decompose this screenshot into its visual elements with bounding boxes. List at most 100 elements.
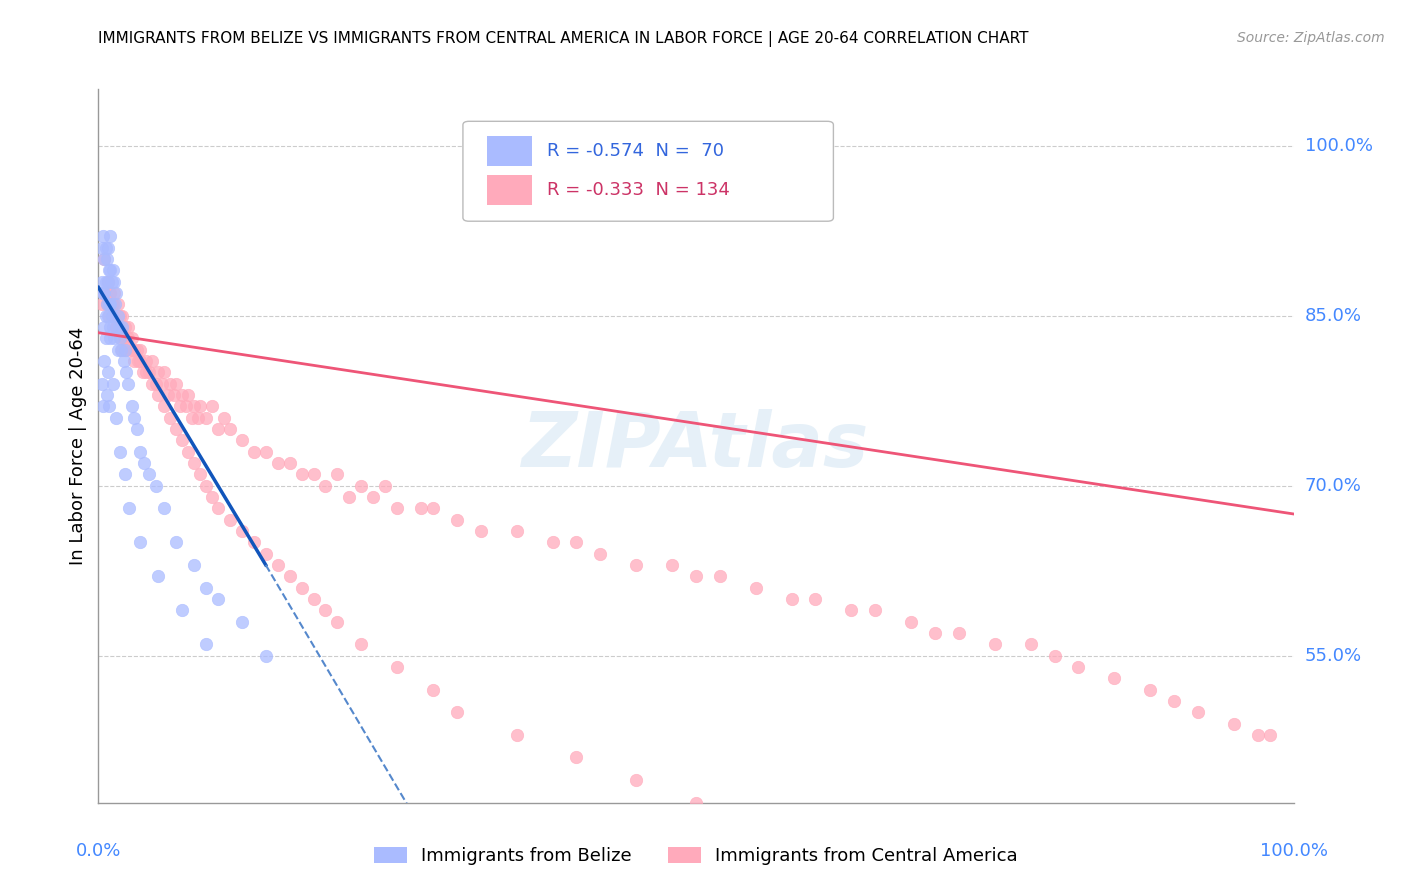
Point bbox=[165, 535, 187, 549]
Point bbox=[96, 297, 118, 311]
Y-axis label: In Labor Force | Age 20-64: In Labor Force | Age 20-64 bbox=[69, 326, 87, 566]
Point bbox=[125, 343, 148, 357]
Point bbox=[219, 513, 242, 527]
Point bbox=[470, 524, 492, 538]
Point bbox=[267, 456, 290, 470]
Point bbox=[108, 309, 131, 323]
FancyBboxPatch shape bbox=[486, 175, 533, 205]
Point bbox=[243, 535, 266, 549]
Point bbox=[97, 275, 120, 289]
Point bbox=[163, 388, 186, 402]
Point bbox=[1067, 660, 1090, 674]
Point bbox=[948, 626, 970, 640]
Point bbox=[93, 354, 115, 368]
Point bbox=[302, 467, 325, 482]
Point bbox=[107, 320, 129, 334]
Point bbox=[231, 615, 253, 629]
Point bbox=[124, 343, 146, 357]
Point bbox=[350, 637, 373, 651]
Point bbox=[107, 343, 129, 357]
Point bbox=[91, 229, 114, 244]
Point bbox=[98, 400, 121, 414]
Point bbox=[374, 478, 396, 492]
Point bbox=[207, 422, 229, 436]
Point bbox=[924, 626, 946, 640]
Point bbox=[103, 286, 125, 301]
Point bbox=[97, 309, 120, 323]
Point bbox=[107, 320, 129, 334]
Point bbox=[290, 581, 312, 595]
Point bbox=[363, 490, 385, 504]
Point bbox=[337, 490, 360, 504]
Point bbox=[117, 320, 139, 334]
Point bbox=[112, 331, 135, 345]
Point bbox=[101, 376, 124, 391]
Text: 100.0%: 100.0% bbox=[1260, 842, 1327, 860]
Point bbox=[267, 558, 290, 572]
Point bbox=[180, 410, 202, 425]
Point bbox=[661, 558, 683, 572]
Point bbox=[91, 400, 114, 414]
Point bbox=[101, 263, 124, 277]
Point bbox=[326, 467, 349, 482]
Point bbox=[111, 343, 134, 357]
Point bbox=[983, 637, 1005, 651]
Point bbox=[97, 275, 120, 289]
Point bbox=[135, 354, 157, 368]
Text: 85.0%: 85.0% bbox=[1305, 307, 1361, 325]
Point bbox=[105, 320, 128, 334]
Point bbox=[114, 467, 136, 482]
Point bbox=[93, 320, 115, 334]
Point bbox=[91, 275, 114, 289]
Point bbox=[117, 331, 139, 345]
Point bbox=[135, 365, 157, 379]
Point bbox=[98, 263, 122, 277]
Text: 100.0%: 100.0% bbox=[1305, 136, 1372, 155]
Point bbox=[385, 660, 409, 674]
Point bbox=[138, 365, 160, 379]
Point bbox=[201, 490, 224, 504]
Point bbox=[565, 535, 588, 549]
Point bbox=[93, 286, 115, 301]
Point bbox=[101, 297, 124, 311]
Point bbox=[129, 535, 152, 549]
Point bbox=[141, 354, 163, 368]
Point bbox=[159, 410, 181, 425]
Point bbox=[194, 478, 217, 492]
Point bbox=[1139, 682, 1161, 697]
Point bbox=[187, 410, 209, 425]
Point bbox=[141, 376, 163, 391]
Point bbox=[108, 444, 131, 458]
Point bbox=[138, 467, 160, 482]
Point bbox=[129, 444, 152, 458]
Point bbox=[104, 297, 127, 311]
Point bbox=[96, 297, 118, 311]
Point bbox=[124, 354, 146, 368]
Point bbox=[219, 422, 242, 436]
Point bbox=[105, 320, 128, 334]
Point bbox=[624, 773, 647, 788]
Point bbox=[96, 252, 118, 266]
Point bbox=[446, 705, 468, 719]
Point bbox=[326, 615, 349, 629]
Point bbox=[96, 388, 118, 402]
Point bbox=[624, 558, 647, 572]
Point bbox=[169, 400, 191, 414]
Text: IMMIGRANTS FROM BELIZE VS IMMIGRANTS FROM CENTRAL AMERICA IN LABOR FORCE | AGE 2: IMMIGRANTS FROM BELIZE VS IMMIGRANTS FRO… bbox=[98, 31, 1029, 47]
Point bbox=[172, 603, 194, 617]
Point bbox=[315, 478, 337, 492]
Point bbox=[589, 547, 612, 561]
Point bbox=[107, 297, 129, 311]
Legend: Immigrants from Belize, Immigrants from Central America: Immigrants from Belize, Immigrants from … bbox=[374, 847, 1018, 865]
Text: 70.0%: 70.0% bbox=[1305, 476, 1361, 495]
Point bbox=[129, 354, 152, 368]
Point bbox=[111, 309, 134, 323]
Point bbox=[91, 286, 114, 301]
Point bbox=[315, 603, 337, 617]
Point bbox=[91, 297, 114, 311]
Point bbox=[91, 241, 114, 255]
Point bbox=[254, 444, 277, 458]
Point bbox=[188, 467, 211, 482]
Point bbox=[541, 535, 564, 549]
Point bbox=[385, 501, 409, 516]
